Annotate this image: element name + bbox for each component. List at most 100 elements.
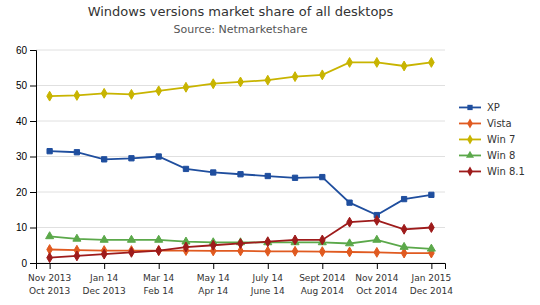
legend-item: XP [459,102,500,113]
y-tick-label: 50 [16,80,28,91]
series-point [347,247,353,257]
x-tick [377,263,378,269]
legend-marker [466,151,474,158]
x-tick [431,263,432,269]
series-point [156,246,162,256]
series-point [292,246,298,256]
series-point [292,235,298,245]
x-tick-label: Dec 2013 [83,286,126,296]
series-point [427,244,435,251]
y-tick: 30 [16,151,36,162]
x-tick-label: Jan 14 [89,273,118,283]
y-tick: 50 [16,80,36,91]
series-point [238,239,244,249]
title: Windows versions market share of all des… [88,4,394,19]
legend: XP Vista Win 7 Win 8 Win 8.1 [459,102,525,177]
x-tick-mark [104,263,105,269]
x-tick-label: Mar 14 [143,273,175,283]
legend-marker [467,105,472,110]
legend-item: Win 7 [459,134,515,145]
series-point [347,217,353,227]
series-point [101,249,107,259]
x-tick-label: Feb 14 [144,286,175,296]
x-tick-mark [213,263,214,269]
series-point [319,235,325,245]
x-tick-label: Oct 2014 [356,286,398,296]
subtitle: Source: Netmarketshare [174,23,308,36]
y-tick-mark [30,192,36,193]
legend-label: Win 8 [487,150,515,161]
series-point [347,200,352,205]
legend-item: Win 8 [459,150,515,161]
series-point [265,75,271,85]
legend-label: XP [487,102,500,113]
y-tick-mark [30,86,36,87]
legend-label: Win 8.1 [487,166,525,177]
series-line [50,220,432,257]
x-tick-label: Nov 2014 [355,273,399,283]
series-point [46,232,54,239]
series-point [238,77,244,87]
series-point [210,240,216,250]
series-point [401,196,406,201]
legend-marker [467,167,473,177]
series-point [155,235,163,242]
series-point [265,237,271,247]
series-point [129,89,135,99]
y-axis: 0102030405060 [16,45,37,269]
series-point [47,253,53,263]
y-tick-mark [30,157,36,158]
series-point [100,235,108,242]
series-point [238,172,243,177]
series-point [73,234,81,241]
series-point [429,223,435,233]
series-line [50,62,432,96]
y-tick-label: 10 [16,222,28,233]
y-tick-label: 40 [16,116,28,127]
legend-item: Win 8.1 [459,166,525,177]
series-point [183,82,189,92]
grid-line [36,50,445,51]
series-point [183,166,188,171]
series-point [101,88,107,98]
series-point [346,239,354,246]
series-point [183,242,189,252]
series-point [374,58,380,68]
series-point [429,192,434,197]
x-tick-labels: Nov 2013Jan 14Mar 14May 14July 14Sept 20… [28,273,453,296]
series-point [292,72,298,82]
x-axis [37,263,446,269]
legend-item: Vista [459,118,512,129]
series-point [347,58,353,68]
legend-marker [467,119,473,129]
grid-line [36,227,445,228]
y-tick: 0 [21,258,36,269]
x-tick-mark [50,263,51,269]
series-point [373,235,381,242]
legend-label: Vista [487,118,512,129]
x-tick [104,263,105,269]
grid [36,50,445,263]
x-tick-label: July 14 [252,273,284,283]
series-point [265,246,271,256]
x-tick-mark [431,263,432,269]
y-tick-label: 0 [21,258,27,269]
y-tick-label: 60 [16,45,28,56]
series-point [401,224,407,234]
plot: 0102030405060Nov 2013Jan 14Mar 14May 14J… [16,45,453,296]
series-point [401,61,407,71]
x-tick-label: Sept 2014 [299,273,346,283]
series-point [210,79,216,89]
series-line [50,151,432,215]
chart: Windows versions market share of all des… [0,0,540,305]
series-point [319,70,325,80]
series-point [400,242,408,249]
series-point [156,86,162,96]
series-point [74,91,80,101]
series-point [47,91,53,101]
y-tick-mark [30,228,36,229]
series-point [156,154,161,159]
x-tick-label: Apr 14 [198,286,228,296]
x-tick [50,263,51,269]
series-group [46,58,436,263]
